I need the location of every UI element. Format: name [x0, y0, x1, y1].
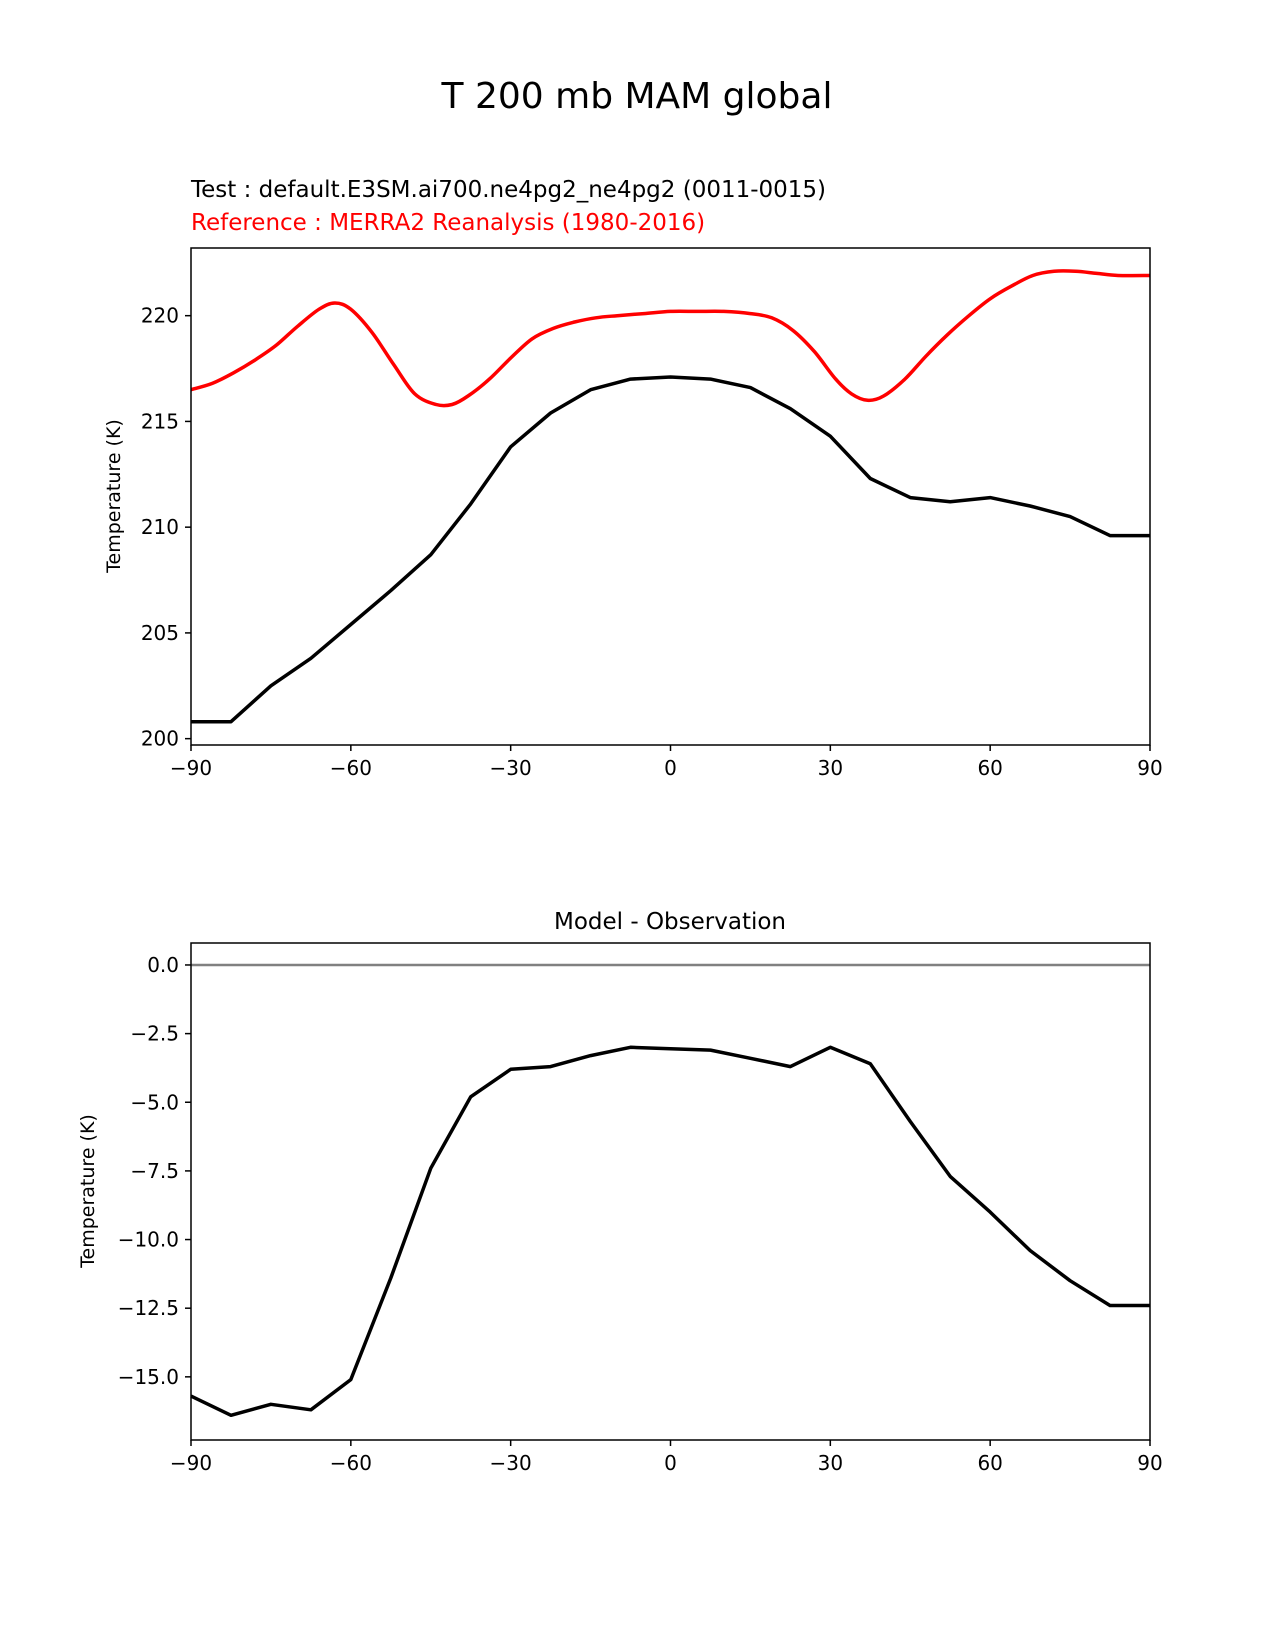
top-ytick-label: 205 — [141, 621, 179, 645]
top-panel-frame — [190, 247, 1151, 746]
bottom-ytick-label: 0.0 — [147, 953, 179, 977]
bottom-xtick-label: −90 — [170, 1451, 212, 1475]
test-label: Test : default.E3SM.ai700.ne4pg2_ne4pg2 … — [190, 177, 826, 203]
top-panel: −90 −60 −30 0 30 60 90 200 205 210 215 220 Temperat… — [103, 247, 1163, 780]
top-xtick-label: 0 — [664, 756, 677, 780]
top-xtick-label: −90 — [170, 756, 212, 780]
bottom-panel-marks — [190, 963, 1150, 1418]
top-series-line-1 — [191, 375, 1150, 724]
bottom-panel-ylabel: Temperature (K) — [77, 1114, 99, 1269]
bottom-ytick-label: −12.5 — [118, 1296, 179, 1320]
bottom-xtick-label: 60 — [977, 1451, 1002, 1475]
top-xtick-label: 60 — [977, 756, 1002, 780]
bottom-ytick-label: −2.5 — [130, 1022, 179, 1046]
bottom-ytick-label: −10.0 — [118, 1228, 179, 1252]
top-panel-ylabel: Temperature (K) — [103, 419, 125, 574]
bottom-series-line-0 — [190, 1045, 1150, 1418]
top-ytick-label: 215 — [141, 409, 179, 433]
bottom-ytick-label: −5.0 — [130, 1090, 179, 1114]
bottom-panel: Model - Observation −90 −60 −30 0 30 60 900.0−… — [77, 909, 1163, 1475]
top-series-line-0 — [190, 269, 1151, 408]
bottom-panel-title: Model - Observation — [554, 909, 786, 935]
top-xtick-label: 90 — [1137, 756, 1162, 780]
top-ytick-label: 200 — [141, 727, 179, 751]
bottom-panel-frame — [190, 942, 1151, 1441]
top-xtick-label: 30 — [818, 756, 843, 780]
figure-title: T 200 mb MAM global — [441, 76, 833, 117]
top-ytick-label: 210 — [141, 515, 179, 539]
top-panel-ticks: −90 −60 −30 0 30 60 90 200 205 210 215 220 — [141, 304, 1163, 780]
bottom-xtick-label: 0 — [664, 1451, 677, 1475]
bottom-xtick-label: −60 — [330, 1451, 372, 1475]
bottom-xtick-label: 90 — [1137, 1451, 1162, 1475]
bottom-panel-ticks: −90 −60 −30 0 30 60 90 0.0 −2.5 −5.0 −7.5 −10.0 −12.… — [118, 953, 1163, 1475]
bottom-ytick-label: −7.5 — [130, 1159, 179, 1183]
top-xtick-label: −60 — [330, 756, 372, 780]
reference-label: Reference : MERRA2 Reanalysis (1980-2016… — [191, 210, 705, 236]
top-panel-marks — [190, 269, 1151, 724]
top-xtick-label: −30 — [490, 756, 532, 780]
bottom-ytick-label: −15.0 — [118, 1365, 179, 1389]
bottom-xtick-label: 30 — [818, 1451, 843, 1475]
bottom-xtick-label: −30 — [490, 1451, 532, 1475]
top-ytick-label: 220 — [141, 304, 179, 328]
